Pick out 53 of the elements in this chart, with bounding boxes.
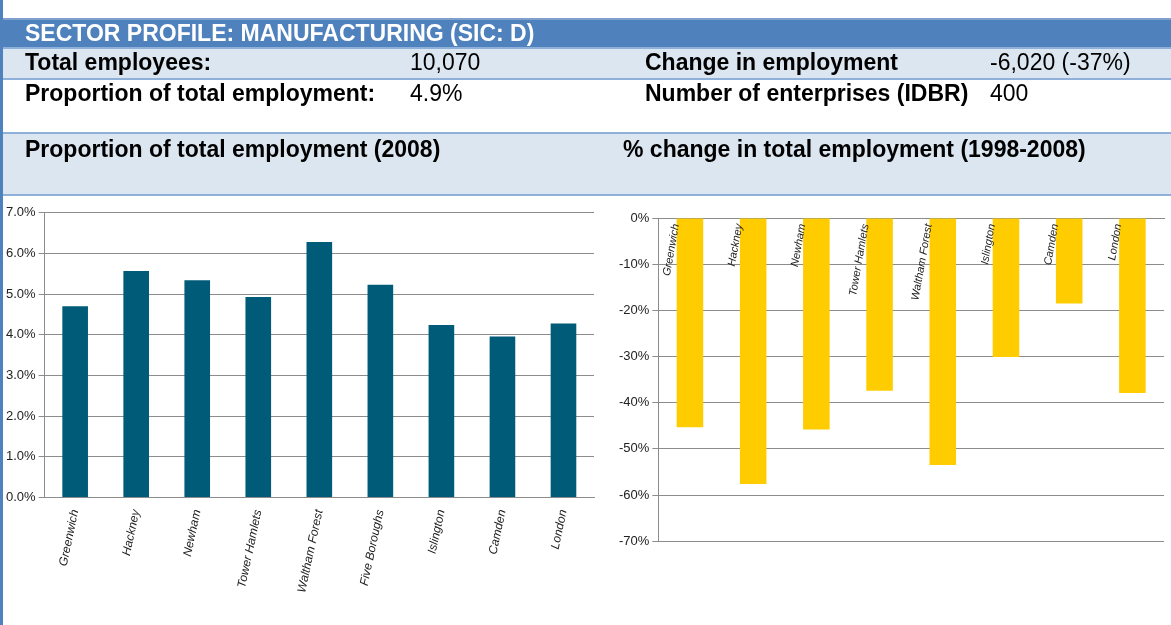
y-tick-label: -70% [618, 532, 650, 548]
text: Number of enterprises (IDBR) [645, 80, 970, 108]
y-tick-label: 6.0% [5, 245, 37, 261]
y-tick-label: 0.0% [5, 488, 37, 504]
x-tick-label: Islington [978, 222, 997, 266]
text: 4.9% [410, 80, 464, 108]
text: 400 [990, 80, 1030, 108]
x-tick-label: Islington [424, 507, 448, 555]
y-tick-label: 2.0% [5, 407, 37, 423]
y-tick-label: 4.0% [5, 326, 37, 342]
bar [489, 336, 516, 497]
y-tick-label: 5.0% [5, 285, 37, 301]
x-tick-label: Tower Hamlets [846, 222, 871, 297]
text: 10,070 [410, 49, 482, 77]
text: Proportion of total employment: [25, 80, 377, 108]
bar [306, 242, 333, 497]
chart-title: % change in total employment (1998-2008) [622, 135, 1087, 164]
x-tick-label: Waltham Forest [908, 221, 934, 302]
bar [550, 323, 577, 497]
bar [62, 306, 88, 497]
x-tick-label: Hackney [724, 221, 745, 268]
x-tick-label: Greenwich [55, 507, 82, 568]
bar [123, 270, 150, 497]
y-tick-label: -10% [618, 255, 650, 271]
y-tick-label: -60% [618, 486, 650, 502]
x-tick-label: Tower Hamlets [234, 508, 265, 590]
x-tick-label: London [547, 507, 570, 551]
y-tick-label: 1.0% [5, 448, 37, 464]
y-tick-label: 0% [630, 209, 650, 225]
x-tick-label: London [1105, 222, 1124, 262]
bar [245, 296, 272, 497]
x-tick-label: Camden [485, 507, 509, 556]
x-tick-label: Newham [179, 508, 204, 558]
y-tick-label: 7.0% [5, 204, 37, 220]
x-tick-label: Waltham Forest [294, 507, 326, 594]
chart-title: Proportion of total employment (2008) [24, 135, 442, 164]
bar [428, 325, 455, 497]
y-tick-label: -20% [618, 301, 650, 317]
x-tick-label: Hackney [119, 507, 143, 557]
text: Total employees: [25, 49, 213, 77]
text: SECTOR PROFILE: MANUFACTURING (SIC: D) [3, 20, 1171, 47]
y-tick-label: -40% [618, 394, 650, 410]
x-tick-label: Camden [1041, 222, 1061, 266]
text: Change in employment [645, 49, 900, 77]
y-tick-label: -50% [618, 440, 650, 456]
y-tick-label: 3.0% [5, 367, 37, 382]
y-tick-label: -30% [618, 348, 650, 364]
bar [367, 284, 394, 497]
text: -6,020 (-37%) [990, 49, 1132, 77]
x-tick-label: Newham [787, 222, 808, 268]
x-tick-label: Five Boroughs [356, 508, 387, 587]
bar [184, 280, 211, 497]
x-tick-label: Greenwich [659, 222, 681, 277]
